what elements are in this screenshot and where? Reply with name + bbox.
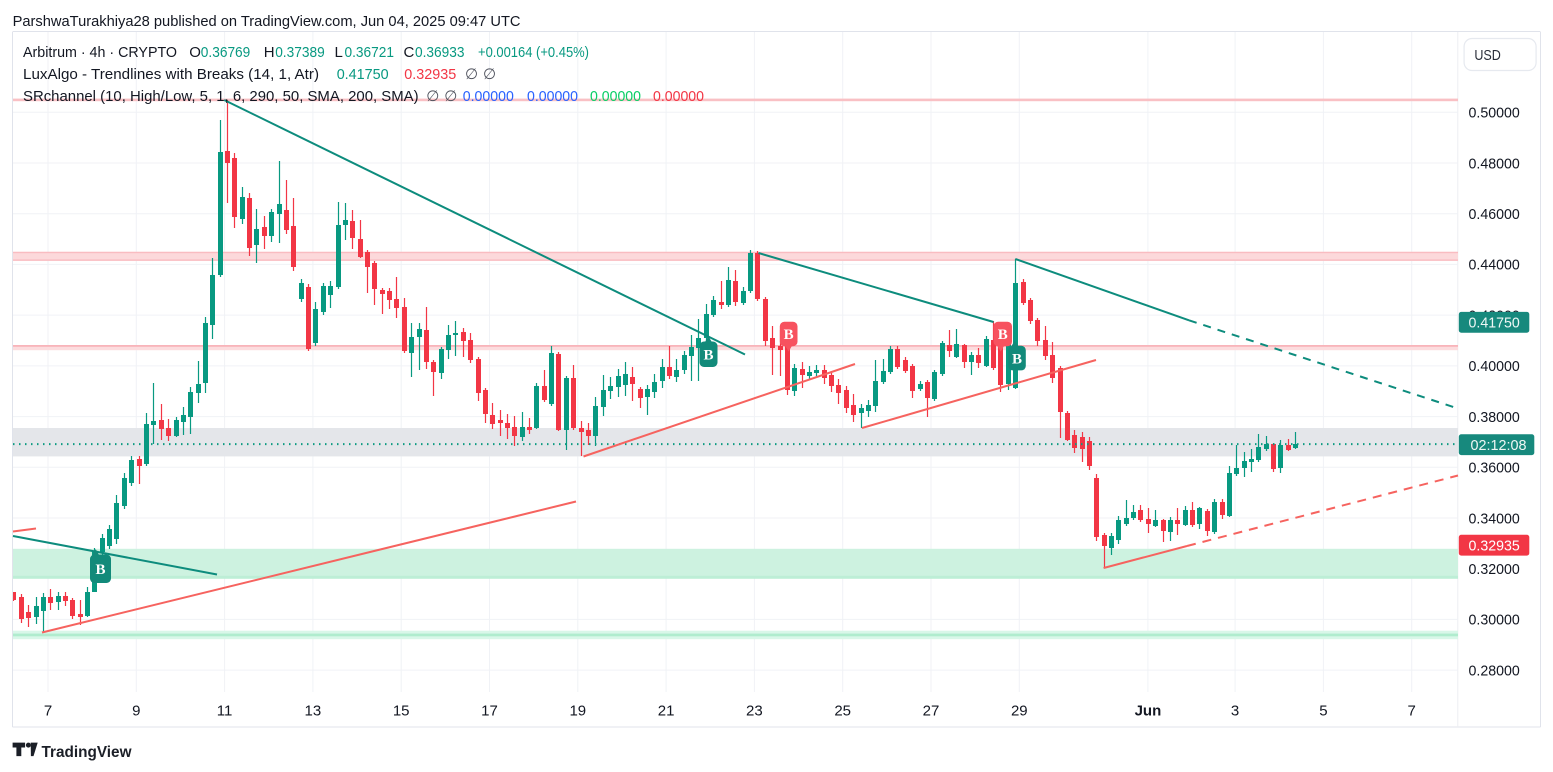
svg-text:0.36769: 0.36769 xyxy=(201,44,251,61)
svg-text:Jun: Jun xyxy=(1135,703,1162,720)
svg-text:B: B xyxy=(1012,351,1022,367)
svg-text:LuxAlgo - Trendlines with Brea: LuxAlgo - Trendlines with Breaks (14, 1,… xyxy=(23,66,319,83)
svg-text:0.38000: 0.38000 xyxy=(1469,409,1520,426)
svg-text:9: 9 xyxy=(132,703,140,720)
svg-text:13: 13 xyxy=(305,703,322,720)
svg-text:27: 27 xyxy=(923,703,940,720)
svg-text:0.44000: 0.44000 xyxy=(1469,257,1520,274)
svg-text:0.32000: 0.32000 xyxy=(1469,561,1520,578)
svg-text:7: 7 xyxy=(1408,703,1416,720)
svg-text:∅: ∅ xyxy=(465,66,478,83)
svg-text:23: 23 xyxy=(746,703,763,720)
svg-text:0.00000: 0.00000 xyxy=(653,88,704,105)
svg-text:29: 29 xyxy=(1011,703,1028,720)
svg-text:+0.00164 (+0.45%): +0.00164 (+0.45%) xyxy=(478,44,589,61)
svg-text:7: 7 xyxy=(44,703,52,720)
svg-text:19: 19 xyxy=(569,703,586,720)
svg-text:0.30000: 0.30000 xyxy=(1469,612,1520,629)
svg-text:0.40000: 0.40000 xyxy=(1469,358,1520,375)
svg-text:∅: ∅ xyxy=(426,88,439,105)
svg-text:0.36000: 0.36000 xyxy=(1469,460,1520,477)
svg-text:0.00000: 0.00000 xyxy=(590,88,641,105)
svg-text:11: 11 xyxy=(217,703,233,720)
svg-text:∅: ∅ xyxy=(444,88,457,105)
svg-text:0.00000: 0.00000 xyxy=(527,88,578,105)
svg-text:17: 17 xyxy=(481,703,498,720)
svg-text:02:12:08: 02:12:08 xyxy=(1471,437,1527,454)
svg-text:B: B xyxy=(703,347,713,363)
svg-text:0.48000: 0.48000 xyxy=(1469,155,1520,172)
svg-text:15: 15 xyxy=(393,703,410,720)
svg-text:0.00000: 0.00000 xyxy=(463,88,514,105)
svg-text:Arbitrum · 4h · CRYPTO: Arbitrum · 4h · CRYPTO xyxy=(23,44,177,61)
svg-text:B: B xyxy=(998,327,1008,343)
svg-text:21: 21 xyxy=(658,703,675,720)
svg-text:B: B xyxy=(784,327,794,343)
svg-text:USD: USD xyxy=(1474,47,1501,64)
svg-text:0.34000: 0.34000 xyxy=(1469,510,1520,527)
svg-text:0.32935: 0.32935 xyxy=(404,66,456,83)
svg-text:0.41750: 0.41750 xyxy=(337,66,389,83)
svg-text:L: L xyxy=(335,44,343,61)
svg-text:0.41750: 0.41750 xyxy=(1469,314,1520,331)
svg-text:ParshwaTurakhiya28 published o: ParshwaTurakhiya28 published on TradingV… xyxy=(13,13,521,30)
svg-text:5: 5 xyxy=(1319,703,1327,720)
svg-text:0.46000: 0.46000 xyxy=(1469,206,1520,223)
svg-text:0.36721: 0.36721 xyxy=(345,44,395,61)
svg-text:H: H xyxy=(264,44,275,61)
svg-text:0.28000: 0.28000 xyxy=(1469,662,1520,679)
svg-text:0.50000: 0.50000 xyxy=(1469,105,1520,122)
svg-text:C: C xyxy=(404,44,415,61)
svg-text:∅: ∅ xyxy=(483,66,496,83)
svg-text:3: 3 xyxy=(1231,703,1239,720)
svg-text:0.36933: 0.36933 xyxy=(415,44,465,61)
svg-text:0.37389: 0.37389 xyxy=(275,44,325,61)
svg-text:25: 25 xyxy=(834,703,851,720)
svg-text:SRchannel (10, High/Low, 5, 1,: SRchannel (10, High/Low, 5, 1, 6, 290, 5… xyxy=(23,88,419,105)
svg-text:TradingView: TradingView xyxy=(42,744,133,761)
svg-text:0.32935: 0.32935 xyxy=(1469,537,1520,554)
svg-text:O: O xyxy=(189,44,201,61)
svg-text:B: B xyxy=(95,562,105,578)
